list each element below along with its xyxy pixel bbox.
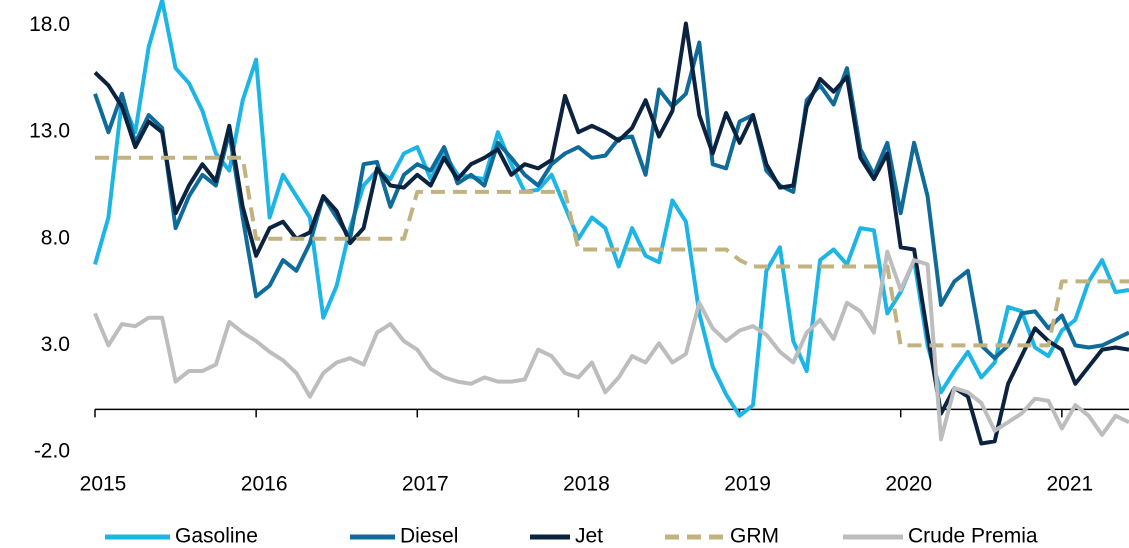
x-tick-label: 2018 (563, 473, 610, 496)
y-tick-label: 8.0 (41, 226, 70, 249)
legend-label: GRM (730, 525, 779, 548)
x-tick-label: 2021 (1046, 473, 1093, 496)
x-tick-label: 2015 (80, 473, 127, 496)
y-tick-label: 13.0 (29, 120, 70, 143)
legend-label: Gasoline (175, 525, 258, 548)
y-tick-label: 3.0 (41, 333, 70, 356)
legend-label: Diesel (400, 525, 458, 548)
y-tick-label: 18.0 (29, 13, 70, 36)
x-tick-label: 2016 (241, 473, 288, 496)
series-line (95, 155, 1129, 348)
series-line (93, 249, 1129, 442)
y-tick-label: -2.0 (34, 440, 70, 463)
legend-label: Jet (575, 525, 603, 548)
x-tick-label: 2017 (402, 473, 449, 496)
x-tick-label: 2020 (885, 473, 932, 496)
x-tick-label: 2019 (724, 473, 771, 496)
series-line (93, 21, 1129, 446)
series-line (93, 40, 1129, 361)
legend-label: Crude Premia (908, 525, 1038, 548)
series-line (93, 0, 1129, 418)
